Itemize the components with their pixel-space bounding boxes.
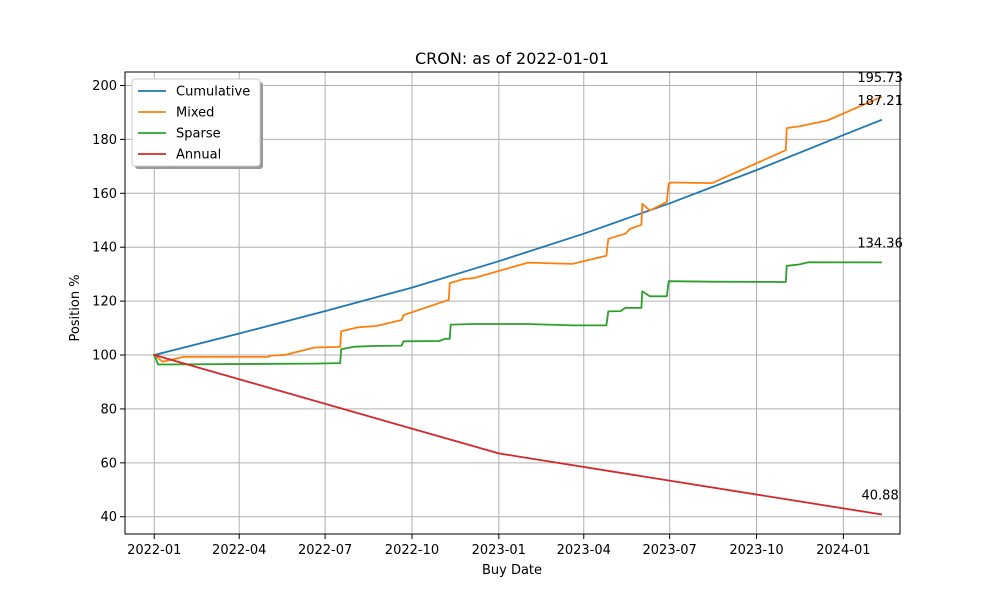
end-label-annual: 40.88 <box>862 488 899 503</box>
legend-label-annual: Annual <box>176 148 221 163</box>
y-axis-label: Position % <box>68 274 83 341</box>
x-tick-label: 2022-07 <box>298 543 352 558</box>
end-value-labels: 195.73 187.21 134.36 40.88 <box>857 71 903 503</box>
legend-box <box>131 78 261 167</box>
end-label-mixed: 195.73 <box>857 71 903 86</box>
x-tick-label: 2023-07 <box>643 543 697 558</box>
y-tick-label: 140 <box>92 241 117 256</box>
grid-lines <box>125 72 900 534</box>
end-label-cumulative: 187.21 <box>857 94 903 109</box>
x-axis: 2022-01 2022-04 2022-07 2022-10 2023-01 2023-… <box>127 534 871 558</box>
x-tick-label: 2022-01 <box>127 543 181 558</box>
series-lines <box>153 95 883 516</box>
y-tick-label: 80 <box>100 402 117 417</box>
end-label-sparse: 134.36 <box>857 236 903 251</box>
chart-title: CRON: as of 2022-01-01 <box>415 49 609 68</box>
y-axis: 40 60 80 100 120 140 160 180 200 <box>92 79 125 525</box>
legend-label-mixed: Mixed <box>176 106 214 121</box>
y-tick-label: 40 <box>100 510 117 525</box>
legend: Cumulative Mixed Sparse Annual <box>131 78 263 169</box>
y-tick-label: 180 <box>92 133 117 148</box>
y-tick-label: 60 <box>100 456 117 471</box>
x-axis-label: Buy Date <box>482 563 542 578</box>
legend-label-sparse: Sparse <box>176 127 221 142</box>
y-tick-label: 160 <box>92 187 117 202</box>
y-tick-label: 200 <box>92 79 117 94</box>
legend-label-cumulative: Cumulative <box>176 85 250 100</box>
series-line-mixed <box>153 95 883 363</box>
x-tick-label: 2022-04 <box>212 543 266 558</box>
x-tick-label: 2024-01 <box>816 543 870 558</box>
x-tick-label: 2023-10 <box>729 543 783 558</box>
plot-frame <box>124 71 901 535</box>
x-tick-label: 2023-01 <box>472 543 526 558</box>
series-line-cumulative <box>153 118 883 357</box>
y-tick-label: 120 <box>92 295 117 310</box>
y-tick-label: 100 <box>92 349 117 364</box>
series-line-annual <box>153 353 883 516</box>
x-tick-label: 2022-10 <box>385 543 439 558</box>
series-line-sparse <box>153 261 883 366</box>
x-tick-label: 2023-04 <box>557 543 611 558</box>
